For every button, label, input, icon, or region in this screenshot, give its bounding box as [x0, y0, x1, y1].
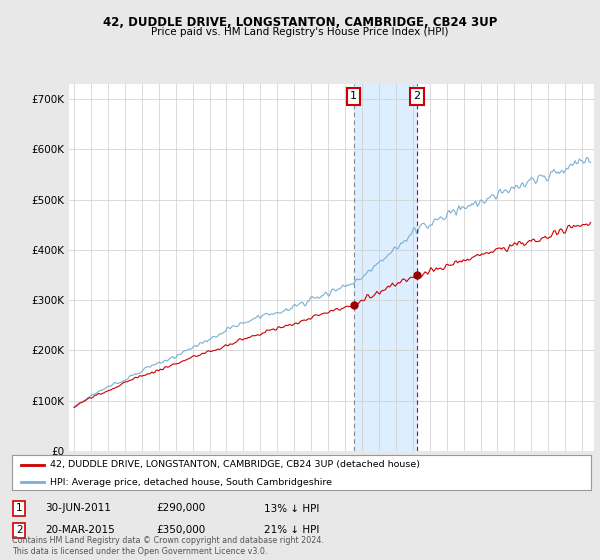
Text: 2: 2 — [16, 525, 23, 535]
Text: 20-MAR-2015: 20-MAR-2015 — [45, 525, 115, 535]
Text: 1: 1 — [16, 503, 23, 514]
Text: £290,000: £290,000 — [156, 503, 205, 514]
Text: 30-JUN-2011: 30-JUN-2011 — [45, 503, 111, 514]
Bar — [353, 84, 417, 451]
Text: HPI: Average price, detached house, South Cambridgeshire: HPI: Average price, detached house, Sout… — [50, 478, 332, 487]
Text: 42, DUDDLE DRIVE, LONGSTANTON, CAMBRIDGE, CB24 3UP: 42, DUDDLE DRIVE, LONGSTANTON, CAMBRIDGE… — [103, 16, 497, 29]
Text: 42, DUDDLE DRIVE, LONGSTANTON, CAMBRIDGE, CB24 3UP (detached house): 42, DUDDLE DRIVE, LONGSTANTON, CAMBRIDGE… — [50, 460, 419, 469]
Text: 2: 2 — [413, 91, 421, 101]
Text: 13% ↓ HPI: 13% ↓ HPI — [264, 503, 319, 514]
Text: 1: 1 — [350, 91, 357, 101]
Text: 21% ↓ HPI: 21% ↓ HPI — [264, 525, 319, 535]
Text: Contains HM Land Registry data © Crown copyright and database right 2024.
This d: Contains HM Land Registry data © Crown c… — [12, 536, 324, 556]
Text: £350,000: £350,000 — [156, 525, 205, 535]
Text: Price paid vs. HM Land Registry's House Price Index (HPI): Price paid vs. HM Land Registry's House … — [151, 27, 449, 37]
